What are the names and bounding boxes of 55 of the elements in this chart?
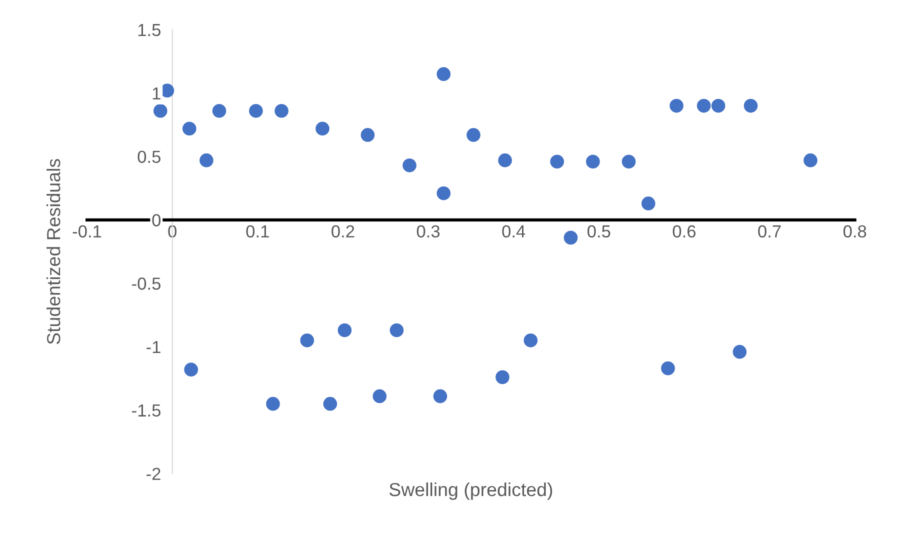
x-tick-label: 0.3 — [416, 225, 440, 238]
point — [266, 396, 280, 411]
point — [323, 396, 338, 411]
x-tick-label: 0.2 — [332, 225, 354, 238]
point — [496, 370, 510, 384]
x-tick-label: 0.7 — [758, 225, 781, 238]
y-tick-label: -2 — [146, 468, 160, 480]
x-tick-label: 0.6 — [672, 225, 696, 238]
point — [498, 153, 512, 168]
x-tick-label: -0.1 — [72, 225, 102, 238]
point — [372, 389, 387, 404]
point — [696, 98, 711, 113]
point — [744, 98, 758, 113]
point — [641, 196, 656, 210]
y-tick-label: 1 — [152, 87, 160, 100]
point — [732, 344, 747, 359]
y-tick-label: 1.5 — [138, 24, 160, 36]
point — [182, 122, 196, 136]
point — [661, 361, 675, 376]
point — [300, 334, 314, 348]
x-tick-label: 0.5 — [588, 225, 610, 238]
x-tick-label: 0 — [168, 225, 176, 238]
point — [274, 104, 288, 118]
point — [153, 104, 168, 118]
x-tick-label: 0.4 — [502, 225, 526, 238]
point — [436, 67, 451, 81]
point — [316, 122, 330, 136]
x-axis-title: Swelling (predicted) — [389, 482, 552, 500]
point — [586, 154, 600, 168]
point — [390, 323, 404, 338]
point — [249, 104, 263, 118]
point — [550, 154, 564, 168]
point — [360, 128, 375, 142]
point — [184, 362, 198, 376]
y-axis-title: Studentized Residuals — [46, 159, 60, 344]
y-tick-label: -1.5 — [132, 404, 160, 417]
point — [670, 98, 684, 113]
point — [564, 230, 578, 245]
point — [200, 153, 214, 168]
y-tick-label: -1 — [146, 341, 160, 354]
point — [466, 128, 480, 142]
x-tick-label: 0.1 — [246, 225, 269, 238]
y-tick-label: -0.5 — [132, 278, 160, 290]
point — [338, 323, 352, 338]
y-tick-label: 0.5 — [138, 150, 160, 163]
point — [402, 158, 416, 172]
point — [622, 154, 636, 168]
point — [711, 98, 726, 113]
point — [436, 186, 451, 200]
point — [524, 334, 538, 348]
y-tick-label: 0 — [152, 214, 161, 226]
point — [212, 104, 226, 118]
point — [804, 153, 818, 168]
point — [433, 389, 448, 404]
x-tick-label: 0.8 — [843, 225, 866, 238]
